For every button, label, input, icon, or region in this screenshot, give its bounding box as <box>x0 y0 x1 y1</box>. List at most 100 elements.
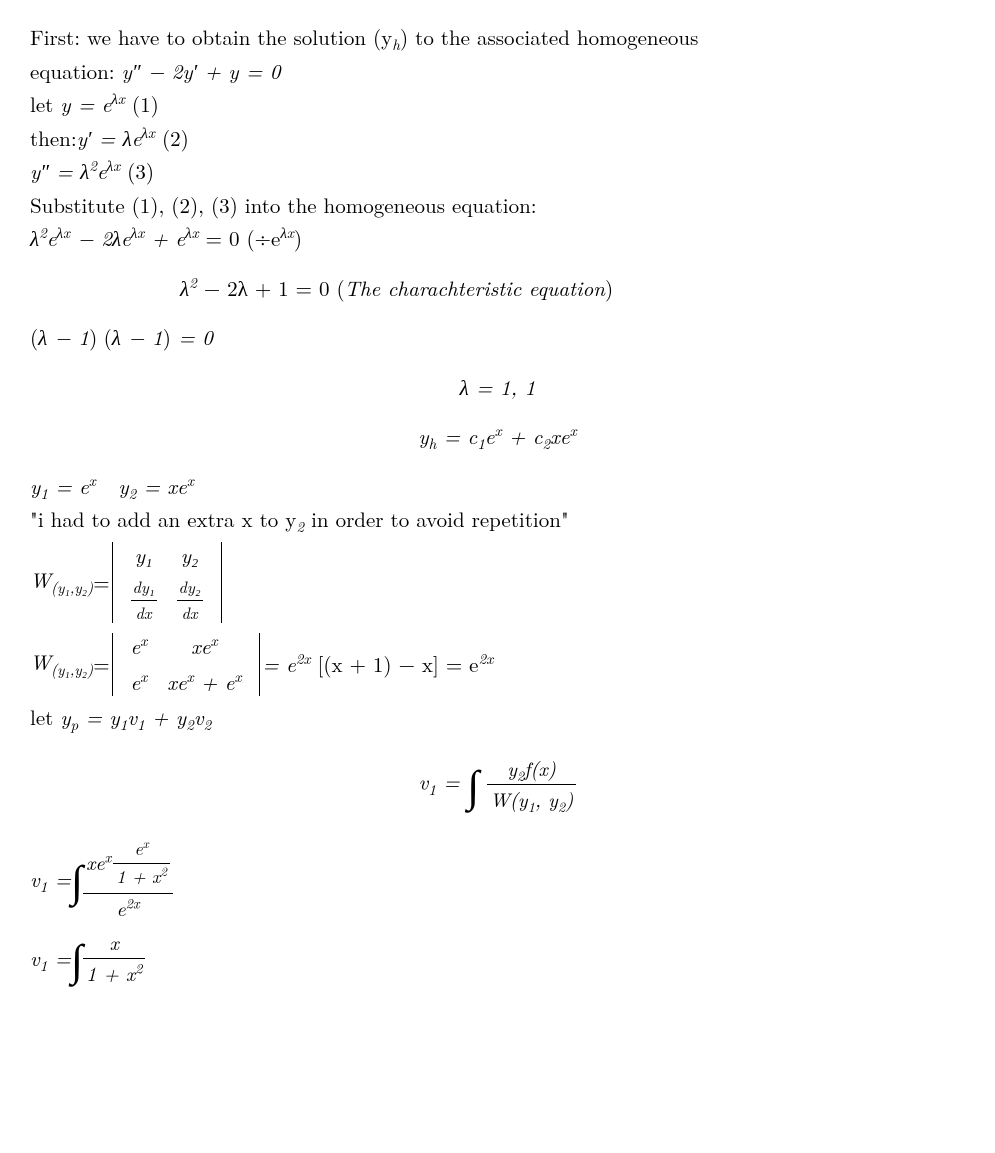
sub: 1 <box>137 714 145 735</box>
t: y <box>418 421 428 451</box>
sup: 2 <box>135 958 142 978</box>
v1-formula: v1 = ∫ y2f(x) W(y1, y2) <box>30 752 965 818</box>
t: xe <box>167 667 186 697</box>
sup: λx <box>280 222 294 243</box>
sub: 2 <box>542 433 550 454</box>
t: = xe <box>136 471 187 501</box>
t: e <box>131 631 141 661</box>
t: , y <box>535 785 558 813</box>
v1-calc: v1 = ∫ xex ex 1 + x2 e2x <box>30 836 965 924</box>
line-equation: equation: y″ − 2y′ + y = 0 <box>30 56 965 88</box>
sup: x <box>211 630 218 651</box>
t: v <box>194 702 204 732</box>
den: dx <box>131 601 157 626</box>
line-substitute: Substitute (1), (2), (3) into the homoge… <box>30 190 965 222</box>
t: + c <box>502 421 543 451</box>
sup: x <box>105 848 112 868</box>
t: xe <box>86 848 104 876</box>
line-ypp: y″ = λ2eλx (3) <box>30 156 965 188</box>
sup: x <box>143 833 149 852</box>
t: in order to avoid repetition" <box>304 504 569 534</box>
num: x <box>83 928 145 959</box>
t: = c <box>436 421 477 451</box>
t: − 2λe <box>70 223 131 253</box>
t: [(x + 1) − x] = e <box>311 649 479 679</box>
t: v <box>127 702 137 732</box>
integral-icon: ∫ <box>467 750 479 816</box>
t: h <box>392 22 400 52</box>
t: y <box>60 702 70 732</box>
sup: 2x <box>296 648 311 669</box>
characteristic-equation: λ2 − 2λ + 1 = 0 (The charachteristic equ… <box>30 273 965 305</box>
t: − 2λ + 1 = 0 ( <box>197 273 345 303</box>
t: ) <box>605 273 613 303</box>
t: 1 + x <box>116 864 160 889</box>
line-then: then:y′ = λeλx (2) <box>30 123 965 155</box>
line-factored: (λ − 1)(λ − 1) = 0 <box>30 322 965 354</box>
note-line: "i had to add an extra x to y2 in order … <box>30 504 965 536</box>
t: e <box>131 667 141 697</box>
t: W(y <box>490 785 528 813</box>
integral-icon: ∫ <box>71 924 83 990</box>
wronskian-2: W(y₁,y₂)= ex xex ex xex + ex = e2x [(x +… <box>30 629 965 700</box>
t: equation: <box>30 56 122 86</box>
t: W <box>30 565 51 595</box>
sub: 1 <box>40 483 48 504</box>
t: let <box>30 702 60 732</box>
t: (1) <box>125 89 159 119</box>
t: xe <box>550 421 569 451</box>
t: v <box>419 766 429 796</box>
t: "i had to add an extra x to y <box>30 504 296 534</box>
t: y′ = λe <box>77 123 142 153</box>
sub: h <box>392 34 400 55</box>
t: (2) <box>155 123 189 153</box>
cell: y₁ <box>121 538 167 574</box>
sub: (y₁,y₂) <box>51 659 93 680</box>
sup: x <box>140 666 147 687</box>
t: W <box>30 647 51 677</box>
sup: 2 <box>39 222 47 243</box>
t: + e <box>194 667 235 697</box>
t: λ <box>180 273 189 303</box>
t: 1 + x <box>86 959 135 987</box>
label: The charachteristic equation <box>345 273 605 303</box>
line-first: First: we have to obtain the solution (y… <box>30 22 965 54</box>
t: e <box>97 156 107 186</box>
integral-icon: ∫ <box>71 845 83 911</box>
determinant-2: ex xex ex xex + ex <box>110 629 263 700</box>
t: = e <box>48 471 89 501</box>
sup: 2 <box>160 861 167 880</box>
t: e <box>47 223 57 253</box>
sup: λx <box>131 222 145 243</box>
t: + e <box>144 223 185 253</box>
t: let <box>30 89 60 119</box>
sub: 1 <box>428 778 436 799</box>
sup: 2x <box>126 893 140 913</box>
t: y <box>507 754 517 782</box>
sup: x <box>187 666 194 687</box>
t: y = e <box>60 89 111 119</box>
line-sub-eq: λ2eλx − 2λeλx + eλx = 0 (÷eλx) <box>30 223 965 255</box>
t: ) <box>565 785 573 813</box>
sub: 2 <box>186 714 194 735</box>
lambda-values: λ = 1, 1 <box>30 372 965 404</box>
t: (3) <box>120 156 154 186</box>
sup: 2 <box>189 272 197 293</box>
sup: x <box>187 470 194 491</box>
t: = e <box>262 649 295 679</box>
t: ) <box>294 223 302 253</box>
wronskian-1: W(y₁,y₂)= y₁ y₂ dy₁dx dy₂dx <box>30 538 965 628</box>
t: then: <box>30 123 77 153</box>
sup: λx <box>57 222 71 243</box>
sup: λx <box>111 88 125 109</box>
cell: y₂ <box>167 538 213 574</box>
sup: x <box>570 420 577 441</box>
t: y <box>96 471 129 501</box>
sup: x <box>89 470 96 491</box>
sup: x <box>495 420 502 441</box>
sub: (y₁,y₂) <box>51 577 93 598</box>
t: e <box>134 836 142 861</box>
v1-final: v1 = ∫ x 1 + x2 <box>30 926 965 992</box>
sup: λx <box>185 222 199 243</box>
determinant-1: y₁ y₂ dy₁dx dy₂dx <box>110 538 224 628</box>
